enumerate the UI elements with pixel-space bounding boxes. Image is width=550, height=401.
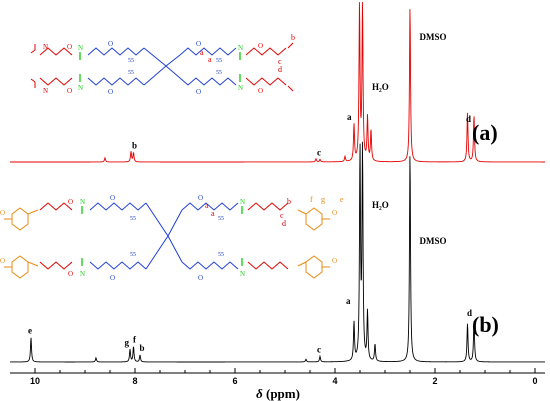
svg-text:O: O <box>0 257 5 265</box>
svg-text:O: O <box>67 87 72 95</box>
peak-label-g: g <box>125 337 130 347</box>
svg-text:O: O <box>258 42 263 50</box>
peak-label-d: d <box>467 308 472 318</box>
structure-b <box>4 202 330 279</box>
svg-text:N: N <box>78 84 83 92</box>
x-tick-label: 6 <box>232 376 237 386</box>
peak-label-e: e <box>28 326 32 336</box>
x-tick-label: 0 <box>532 376 537 386</box>
svg-text:O: O <box>0 209 5 217</box>
x-tick-label: 10 <box>30 376 40 386</box>
panel-label-b: (b) <box>472 312 499 337</box>
svg-text:N: N <box>43 43 48 51</box>
svg-text:55: 55 <box>130 216 136 222</box>
svg-text:a: a <box>211 209 215 218</box>
x-tick-label: 8 <box>132 376 137 386</box>
svg-text:c: c <box>278 57 282 66</box>
svg-text:f: f <box>310 195 313 204</box>
svg-text:N: N <box>240 198 245 206</box>
svg-text:b: b <box>287 197 291 206</box>
svg-text:O: O <box>108 88 113 96</box>
x-axis-symbol: δ <box>256 386 263 401</box>
x-axis: 10 8 6 4 2 0 δ (ppm) <box>10 368 545 401</box>
svg-text:O: O <box>332 257 337 265</box>
peak-label-a: a <box>347 112 352 122</box>
svg-text:N: N <box>78 44 83 52</box>
svg-text:O: O <box>108 40 113 48</box>
svg-text:N: N <box>238 84 243 92</box>
svg-text:N: N <box>80 270 85 278</box>
svg-text:O: O <box>68 198 73 206</box>
svg-text:d: d <box>282 219 286 228</box>
svg-text:O: O <box>196 40 201 48</box>
peak-label-a: a <box>346 296 351 306</box>
peak-label-b: b <box>140 343 145 353</box>
svg-text:N: N <box>80 198 85 206</box>
svg-text:55: 55 <box>216 58 222 64</box>
spectrum-line-a <box>10 1 545 163</box>
x-tick-label: 2 <box>432 376 437 386</box>
svg-text:O: O <box>198 274 203 282</box>
svg-text:N: N <box>240 270 245 278</box>
panel-label-a: (a) <box>472 120 498 145</box>
peak-label-c: c <box>317 147 321 157</box>
svg-text:N: N <box>43 87 48 95</box>
svg-text:a: a <box>200 48 204 57</box>
peak-label-f: f <box>133 335 137 345</box>
svg-text:55: 55 <box>128 70 134 76</box>
peak-label-d: d <box>466 114 471 124</box>
svg-text:55: 55 <box>216 70 222 76</box>
svg-text:55: 55 <box>218 216 224 222</box>
peak-label-c: c <box>317 344 321 354</box>
peak-label-dmso: DMSO <box>420 236 447 246</box>
spectrum-a <box>10 1 545 163</box>
svg-text:O: O <box>68 270 73 278</box>
svg-text:O: O <box>332 209 337 217</box>
x-axis-unit: (ppm) <box>263 386 300 401</box>
spectrum-b <box>10 141 545 363</box>
svg-text:a: a <box>208 55 212 64</box>
svg-text:55: 55 <box>128 58 134 64</box>
svg-text:c: c <box>280 211 284 220</box>
structure-a <box>30 42 294 92</box>
x-axis-title: δ (ppm) <box>256 386 300 401</box>
svg-text:a: a <box>205 201 209 210</box>
svg-text:O: O <box>258 87 263 95</box>
svg-text:d: d <box>278 65 282 74</box>
svg-text:O: O <box>198 194 203 202</box>
svg-text:O: O <box>110 274 115 282</box>
svg-text:e: e <box>340 195 344 204</box>
svg-text:55: 55 <box>218 252 224 258</box>
peak-label-b: b <box>132 141 137 151</box>
svg-text:55: 55 <box>130 252 136 258</box>
x-tick-label: 4 <box>332 376 337 386</box>
svg-text:O: O <box>67 43 72 51</box>
svg-text:N: N <box>238 44 243 52</box>
svg-text:g: g <box>321 195 325 204</box>
peak-label-ho: H₂O <box>372 200 389 210</box>
spectrum-line-b <box>10 141 545 363</box>
svg-text:O: O <box>196 88 201 96</box>
svg-text:b: b <box>291 33 295 42</box>
peak-label-dmso: DMSO <box>420 32 447 42</box>
peak-label-ho: H₂O <box>372 82 389 92</box>
svg-text:O: O <box>110 194 115 202</box>
